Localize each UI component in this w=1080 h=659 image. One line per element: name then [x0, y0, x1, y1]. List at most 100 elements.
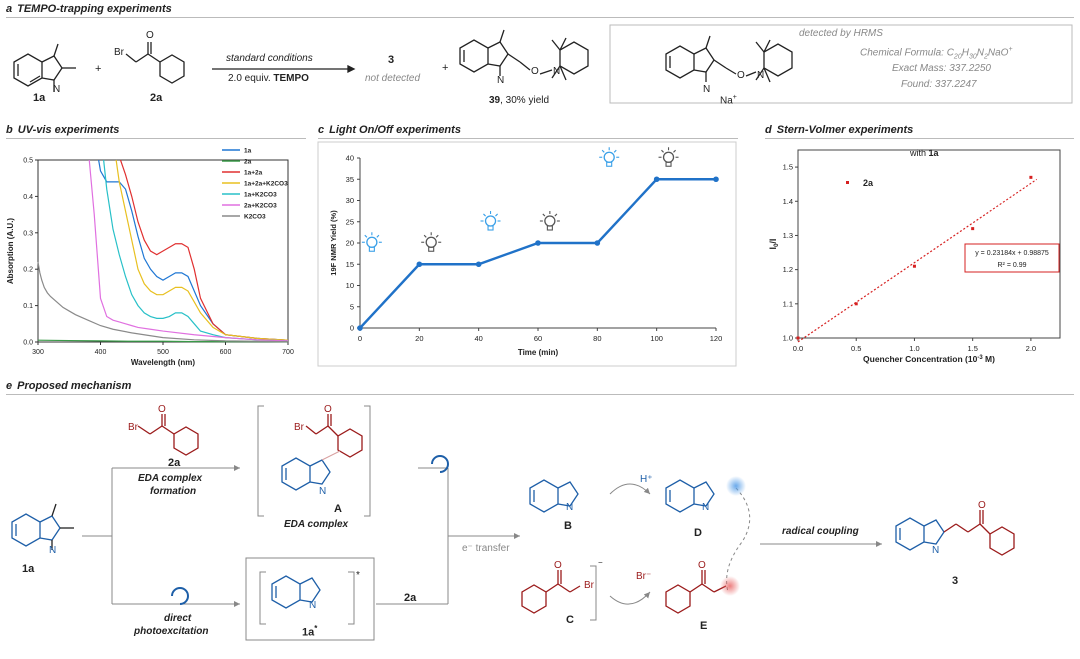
tempo-adduct-39-structure: [459, 29, 589, 81]
hrms-box: [609, 24, 1073, 104]
light-chart-border: [317, 141, 737, 367]
chemical-formula: Chemical Formula: C20H30N2NaO+: [860, 46, 1013, 61]
light-x-tick-label: 80: [593, 334, 601, 343]
uvvis-y-axis-label: Absorption (A.U.): [6, 218, 15, 285]
section-a-title: a TEMPO-trapping experiments: [6, 3, 172, 15]
light-x-axis-label: Time (min): [518, 348, 559, 357]
light-data-point: [535, 240, 541, 246]
bromoacetophenone-2a-structure: [125, 42, 185, 84]
mech-label-2a: 2a: [168, 457, 181, 469]
light-y-tick-label: 0: [350, 324, 354, 333]
light-y-tick-label: 30: [346, 196, 354, 205]
uvvis-x-tick-label: 600: [220, 349, 232, 356]
mech-1a-n-atom: N: [49, 545, 57, 556]
hrms-header: detected by HRMS: [799, 28, 883, 39]
sv-x-tick-label: 0.5: [851, 344, 861, 353]
uvvis-y-tick-label: 0.4: [23, 194, 33, 201]
uvvis-y-tick-label: 0.2: [23, 267, 33, 274]
radical-anion-C: [521, 570, 581, 614]
mech-2a-structure: [137, 414, 199, 456]
sv-plot-frame: [797, 149, 1061, 339]
eda-formation-line2: formation: [150, 486, 197, 497]
uvvis-y-tick-label: 0.0: [23, 340, 33, 347]
arrow-2a-label: 2a: [404, 592, 417, 604]
arrow-condition-top: standard conditions: [226, 53, 313, 64]
plus-sign-1: +: [95, 63, 102, 75]
light-x-tick-label: 60: [534, 334, 542, 343]
light-x-tick-label: 120: [710, 334, 723, 343]
eda-brackets: [257, 405, 371, 517]
sv-y-tick-label: 1.3: [783, 231, 793, 240]
eda-br-atom: Br: [294, 422, 304, 433]
light-data-point: [357, 325, 363, 331]
section-b-title: b UV-vis experiments: [6, 124, 120, 136]
atom-o: O: [146, 30, 154, 41]
section-c-title: c Light On/Off experiments: [318, 124, 461, 136]
uvvis-y-tick-label: 0.3: [23, 230, 33, 237]
section-d-rule: [765, 138, 1074, 139]
label-D: D: [694, 527, 702, 539]
sv-x-tick-label: 0.0: [793, 344, 803, 353]
product-3-n-atom: N: [932, 545, 940, 556]
section-e-rule: [6, 394, 1074, 395]
product-3-o-atom: O: [978, 500, 986, 511]
mech-product-3-label: 3: [952, 575, 959, 587]
direct-line1: direct: [164, 613, 192, 624]
eda-o-atom: O: [324, 404, 332, 415]
light-y-tick-label: 40: [346, 154, 354, 163]
bulb-on-icon: [361, 232, 382, 252]
bulb-off-icon: [658, 147, 679, 167]
light-y-tick-label: 35: [346, 175, 354, 184]
sv-y-tick-label: 1.2: [783, 265, 793, 274]
light-y-tick-label: 5: [350, 302, 354, 311]
section-b-rule: [6, 138, 306, 139]
indole-1a-structure: [13, 43, 76, 92]
light-x-tick-label: 100: [650, 334, 663, 343]
product-3-label: 3: [388, 54, 395, 66]
found-mass: Found: 337.2247: [901, 79, 977, 90]
uvvis-series-line-0: [98, 159, 289, 341]
uvvis-legend-label-0: 1a: [244, 148, 252, 155]
uvvis-legend-label-4: 1a+K2CO3: [244, 192, 277, 199]
sv-x-tick-label: 1.0: [909, 344, 919, 353]
light-onoff-chart: 0 20 40 60 80 100 120 0 5 10 15 20 25 30 35 40 Time (min…: [317, 141, 737, 367]
uvvis-legend-label-6: K2CO3: [244, 214, 266, 221]
uvvis-x-tick-label: 300: [32, 349, 44, 356]
h-plus-label: H⁺: [640, 474, 653, 485]
bulb-on-icon: [599, 147, 620, 167]
light-data-point: [475, 261, 482, 268]
indole-n-atom: N: [53, 84, 61, 95]
section-a-rule: [6, 17, 1074, 18]
exact-mass: Exact Mass: 337.2250: [892, 63, 991, 74]
light-data-point: [594, 240, 601, 246]
label-B: B: [564, 520, 572, 532]
light-x-tick-label: 40: [474, 334, 482, 343]
radical-coupling-label: radical coupling: [782, 526, 859, 537]
light-y-tick-label: 25: [346, 217, 354, 226]
uvvis-x-tick-label: 500: [157, 349, 169, 356]
light-y-tick-label: 10: [346, 281, 354, 290]
adduct-tempo-n-atom: N: [553, 66, 561, 77]
light-y-tick-label: 20: [346, 239, 354, 248]
light-data-point: [653, 176, 660, 183]
label-1a: 1a: [33, 92, 46, 104]
bulb-off-icon: [421, 232, 442, 252]
mech-br-atom: Br: [128, 422, 138, 433]
plus-sign-2: +: [442, 62, 449, 74]
hrms-o-atom: O: [737, 70, 745, 81]
sv-y-tick-label: 1.1: [783, 299, 793, 308]
eda-formation-line1: EDA complex: [138, 473, 203, 484]
sv-y-tick-label: 1.4: [783, 197, 793, 206]
sv-r2-text: R² = 0.99: [998, 262, 1027, 269]
sv-equation-text: y = 0.23184x + 0.98875: [975, 250, 1049, 257]
radical-E: [665, 570, 727, 614]
sv-data-point: [796, 336, 800, 340]
br-minus-label: Br⁻: [636, 571, 652, 582]
excited-star: *: [356, 570, 360, 581]
sv-x-axis-label: Quencher Concentration (10-3 M): [863, 354, 995, 364]
sodiated-adduct-structure: [665, 35, 793, 83]
bulb-on-icon: [480, 211, 501, 231]
mechanism-scheme: [11, 405, 1015, 641]
uvvis-legend-label-3: 1a+2a+K2CO3: [244, 181, 288, 188]
sv-y-tick-label: 1.5: [783, 163, 793, 172]
